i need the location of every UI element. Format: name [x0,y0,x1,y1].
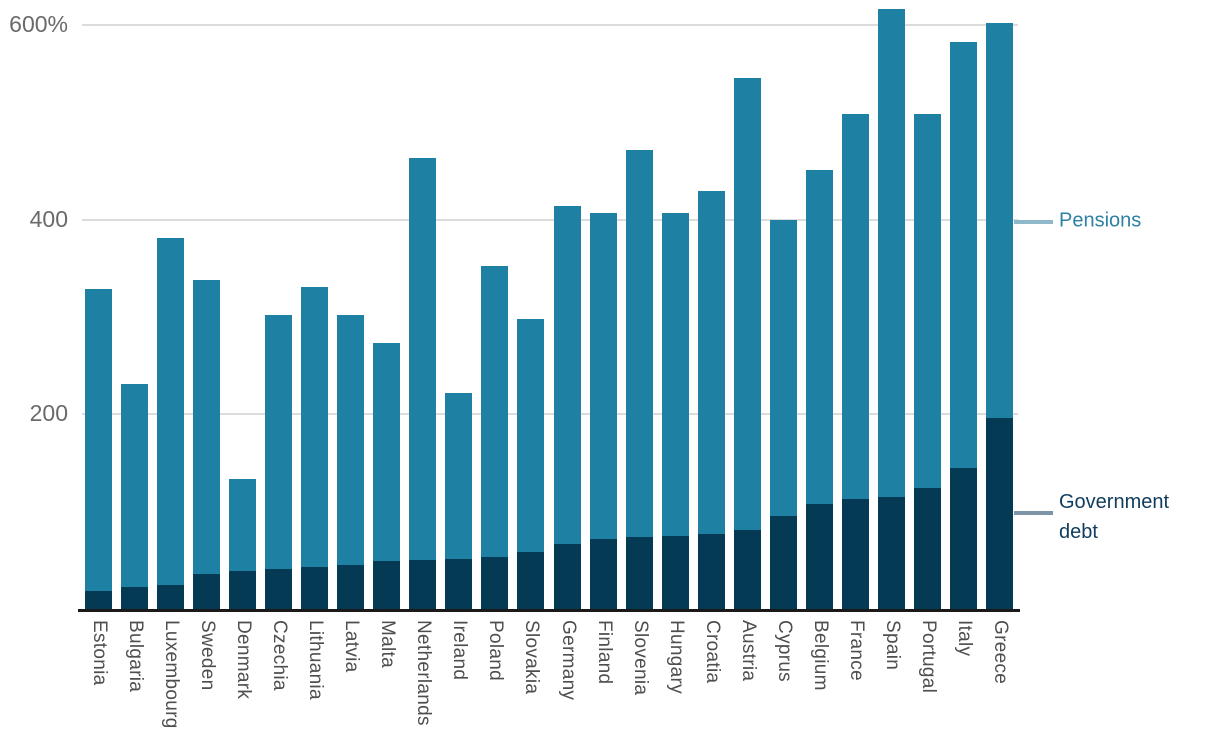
bar-segment-government-debt[interactable] [662,536,689,609]
x-axis-label: Malta [377,620,398,668]
gridline [82,219,1018,221]
bar-segment-government-debt[interactable] [157,585,184,609]
bar-segment-government-debt[interactable] [842,499,869,609]
bar-segment-pensions[interactable] [734,78,761,530]
bar-segment-government-debt[interactable] [986,418,1013,609]
bar-segment-government-debt[interactable] [229,571,256,609]
bar-segment-pensions[interactable] [698,191,725,534]
bar-segment-government-debt[interactable] [878,497,905,609]
y-axis-tick-label: 200 [29,399,68,426]
x-axis-label: Latvia [341,620,362,673]
bar-segment-government-debt[interactable] [590,539,617,609]
bar-segment-pensions[interactable] [193,280,220,574]
bar-segment-government-debt[interactable] [445,559,472,609]
bar-segment-pensions[interactable] [554,206,581,544]
x-axis-label: France [846,620,867,681]
x-axis-label: Finland [594,620,615,685]
x-axis-label: Poland [485,620,506,681]
x-axis-line [78,609,1020,612]
bar-segment-pensions[interactable] [517,319,544,552]
bar-segment-government-debt[interactable] [554,544,581,609]
bar-segment-government-debt[interactable] [806,504,833,609]
bar-segment-pensions[interactable] [770,220,797,516]
x-axis-label: Croatia [702,620,723,684]
bar-segment-government-debt[interactable] [85,591,112,609]
bar-segment-pensions[interactable] [445,393,472,559]
legend-pensions-tick-line [1014,220,1053,224]
x-axis-label: Denmark [233,620,254,700]
x-axis-label: Spain [882,620,903,671]
bar-segment-government-debt[interactable] [481,557,508,609]
x-axis-label: Italy [954,620,975,657]
bar-segment-government-debt[interactable] [770,516,797,609]
bar-segment-government-debt[interactable] [265,569,292,609]
x-axis-label: Lithuania [305,620,326,700]
x-axis-label: Ireland [449,620,470,681]
x-axis-label: Netherlands [413,620,434,726]
x-axis-label: Germany [558,620,579,701]
bar-segment-pensions[interactable] [914,114,941,488]
x-axis-label: Belgium [810,620,831,691]
x-axis-label: Slovakia [521,620,542,695]
bar-segment-government-debt[interactable] [950,468,977,609]
bar-segment-pensions[interactable] [481,266,508,557]
gridline [82,24,1018,26]
bar-segment-pensions[interactable] [626,150,653,537]
bar-segment-pensions[interactable] [229,479,256,571]
bar-segment-pensions[interactable] [950,42,977,468]
bar-segment-government-debt[interactable] [734,530,761,609]
bar-segment-government-debt[interactable] [193,574,220,609]
bar-segment-pensions[interactable] [301,287,328,567]
bar-segment-pensions[interactable] [373,343,400,561]
x-axis-label: Greece [990,620,1011,685]
bar-segment-pensions[interactable] [157,238,184,585]
bar-segment-government-debt[interactable] [301,567,328,609]
bar-segment-pensions[interactable] [842,114,869,499]
bar-segment-pensions[interactable] [806,170,833,504]
bar-segment-government-debt[interactable] [121,587,148,609]
bar-segment-pensions[interactable] [986,23,1013,418]
x-axis-label: Sweden [197,620,218,691]
bar-segment-pensions[interactable] [337,315,364,565]
x-axis-label: Austria [738,620,759,682]
legend-government-debt-tick-line [1014,511,1053,515]
x-axis-label: Slovenia [630,620,651,696]
x-axis-label: Cyprus [774,620,795,682]
bar-segment-government-debt[interactable] [698,534,725,609]
bar-segment-pensions[interactable] [662,213,689,536]
y-axis-tick-label: 400 [29,205,68,232]
legend-government-debt-label: Government debt [1059,491,1170,543]
y-axis-tick-label: 600% [9,10,68,37]
x-axis-label: Hungary [666,620,687,694]
bar-segment-government-debt[interactable] [626,537,653,609]
bar-segment-pensions[interactable] [265,315,292,569]
bar-segment-pensions[interactable] [878,9,905,497]
bar-segment-pensions[interactable] [409,158,436,560]
x-axis-label: Bulgaria [125,620,146,693]
bar-segment-pensions[interactable] [590,213,617,539]
bar-segment-government-debt[interactable] [517,552,544,609]
bar-segment-government-debt[interactable] [373,561,400,609]
bar-segment-government-debt[interactable] [914,488,941,609]
x-axis-label: Luxembourg [161,620,182,729]
x-axis-label: Portugal [918,620,939,694]
bar-segment-government-debt[interactable] [409,560,436,609]
bar-segment-government-debt[interactable] [337,565,364,609]
bar-segment-pensions[interactable] [85,289,112,591]
x-axis-label: Czechia [269,620,290,691]
legend-pensions-label: Pensions [1059,209,1142,232]
x-axis-label: Estonia [89,620,110,686]
bar-segment-pensions[interactable] [121,384,148,587]
gridline [82,413,1018,415]
